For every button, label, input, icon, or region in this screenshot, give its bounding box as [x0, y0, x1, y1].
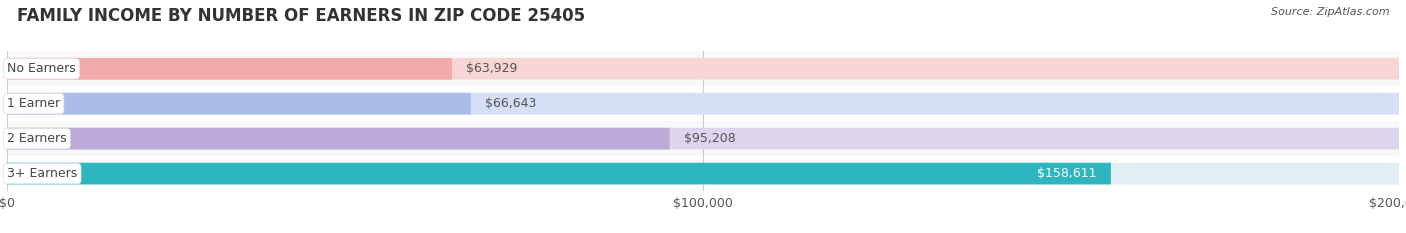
FancyBboxPatch shape: [7, 93, 471, 115]
FancyBboxPatch shape: [7, 93, 1399, 115]
FancyBboxPatch shape: [7, 58, 1399, 80]
FancyBboxPatch shape: [7, 163, 1399, 185]
Text: Source: ZipAtlas.com: Source: ZipAtlas.com: [1271, 7, 1389, 17]
Text: 1 Earner: 1 Earner: [7, 97, 60, 110]
FancyBboxPatch shape: [7, 58, 451, 80]
Bar: [7, 156, 1399, 191]
Text: $63,929: $63,929: [465, 62, 517, 75]
Text: $158,611: $158,611: [1038, 167, 1097, 180]
Text: 2 Earners: 2 Earners: [7, 132, 66, 145]
Text: $66,643: $66,643: [485, 97, 536, 110]
Text: 3+ Earners: 3+ Earners: [7, 167, 77, 180]
FancyBboxPatch shape: [7, 128, 669, 150]
FancyBboxPatch shape: [7, 128, 1399, 150]
Text: FAMILY INCOME BY NUMBER OF EARNERS IN ZIP CODE 25405: FAMILY INCOME BY NUMBER OF EARNERS IN ZI…: [17, 7, 585, 25]
Bar: [7, 51, 1399, 86]
Bar: [7, 121, 1399, 156]
Text: $95,208: $95,208: [683, 132, 735, 145]
FancyBboxPatch shape: [7, 163, 1111, 185]
Bar: [7, 86, 1399, 121]
Text: No Earners: No Earners: [7, 62, 76, 75]
